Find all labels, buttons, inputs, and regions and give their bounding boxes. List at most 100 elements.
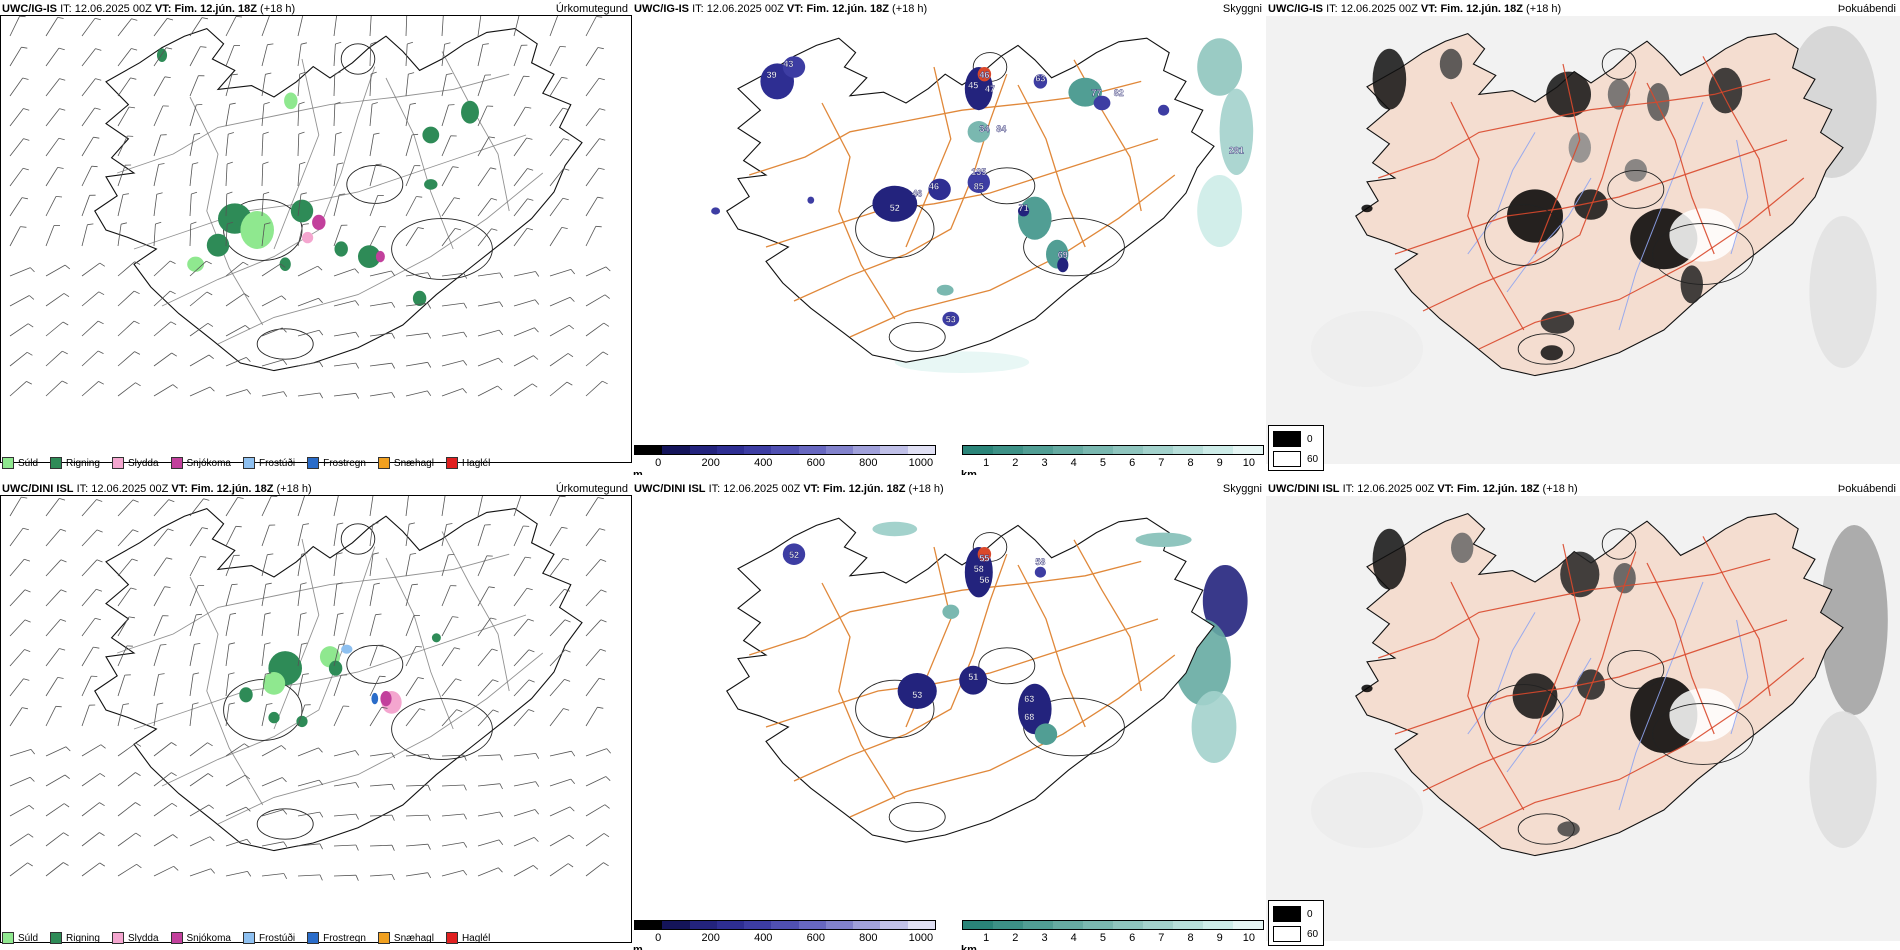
road-line	[793, 553, 1008, 782]
panel-title: Úrkomutegund	[555, 483, 628, 495]
colorbar-tick: 7	[1158, 932, 1165, 944]
colorbar-step	[1233, 446, 1263, 454]
vt-label: VT:	[1437, 483, 1454, 495]
road-line	[1467, 132, 1536, 255]
visibility-panel-row2: UWC/DINI ISL IT: 12.06.2025 00Z VT: Fim.…	[632, 480, 1266, 950]
colorbar-strip	[962, 920, 1264, 930]
colorbar-tick: 1	[983, 457, 990, 469]
model-name: UWC/DINI ISL	[1268, 483, 1340, 495]
it-label: IT:	[692, 3, 704, 15]
fog-area	[1546, 71, 1591, 118]
fog-area	[1451, 532, 1474, 563]
colorbar-tick: 9	[1216, 457, 1223, 469]
legend-swatch	[2, 457, 14, 469]
it-label: IT:	[1342, 483, 1355, 495]
road-line	[1730, 619, 1749, 735]
offshore-fog-area	[1202, 565, 1248, 637]
wind-barbs	[9, 16, 611, 399]
glacier-outline	[223, 679, 303, 741]
lead-time: (+18 h)	[276, 483, 312, 495]
low-visibility-area	[1068, 77, 1102, 107]
colorbar-step	[662, 446, 690, 454]
glacier-outline	[1517, 813, 1575, 845]
panel-title: Þokuábendi	[1837, 3, 1896, 15]
vt-label: VT:	[803, 483, 820, 495]
colorbar-step	[689, 446, 717, 454]
panel-header: UWC/IG-IS IT: 12.06.2025 00Z VT: Fim. 12…	[2, 2, 630, 16]
glacier-outline	[256, 808, 314, 840]
visibility-value-label: 51	[968, 672, 978, 682]
fog-area	[1557, 821, 1580, 837]
colorbar-step	[1023, 446, 1053, 454]
glacier-outline	[1652, 703, 1754, 765]
visibility-value-label: 39	[767, 70, 777, 80]
precip-legend: Súld Rigning Slydda Snjókoma Frostúði Frostre…	[2, 930, 502, 946]
road-line	[821, 102, 896, 320]
colorbar-tick: 1000	[908, 457, 934, 469]
wind-barbs	[9, 496, 612, 881]
colorbar-tick: 3	[1041, 457, 1048, 469]
legend-label: Haglél	[461, 932, 491, 944]
road-line	[1422, 551, 1637, 792]
vt-label: VT:	[1420, 3, 1438, 15]
visibility-value-label: 69	[1058, 250, 1068, 260]
precip-map[interactable]	[0, 16, 632, 456]
legend-swatch	[377, 932, 390, 944]
panel-title: Skyggni	[1222, 3, 1262, 15]
low-visibility-area	[711, 207, 721, 215]
legend-item: Slydda	[111, 457, 159, 469]
panel-header: UWC/DINI ISL IT: 12.06.2025 00Z VT: Fim.…	[2, 482, 630, 496]
fog-map[interactable]	[1266, 16, 1900, 464]
precip-area	[461, 100, 479, 124]
visibility-value-label: 77	[1091, 88, 1101, 98]
fog-area	[1372, 48, 1407, 110]
road-line	[1702, 56, 1771, 217]
colorbar-tick: 1000	[908, 932, 934, 944]
fog-map[interactable]	[1266, 496, 1900, 941]
sea-fog-area	[1311, 772, 1423, 848]
colorbar-step	[635, 921, 663, 929]
glacier-outline	[1484, 684, 1564, 746]
fog-area	[1560, 551, 1600, 598]
visibility-panel-row1: UWC/IG-IS IT: 12.06.2025 00Z VT: Fim. 12…	[632, 0, 1266, 475]
it-label: IT:	[76, 483, 89, 495]
sea-fog-area	[1311, 311, 1423, 387]
precip-area	[422, 126, 440, 144]
glacier-outline	[256, 328, 314, 360]
road-line	[189, 576, 264, 806]
offshore-fog-area	[1191, 691, 1237, 763]
colorbar-tick: 3	[1041, 932, 1048, 944]
it-label: IT:	[60, 3, 72, 15]
visibility-value-label: 68	[1024, 712, 1034, 722]
fog-area	[1540, 311, 1575, 334]
lead-time: (+18 h)	[260, 3, 296, 15]
road-line	[1646, 562, 1715, 735]
low-visibility-area	[897, 673, 937, 709]
colorbar-step	[880, 446, 908, 454]
road-line	[117, 73, 510, 174]
colorbar-step	[1083, 446, 1113, 454]
colorbar-tick: 2	[1012, 457, 1019, 469]
precip-area	[268, 711, 280, 724]
visibility-value-label: 281	[1229, 145, 1244, 155]
legend-label: Snjókoma	[186, 932, 231, 944]
fog-key-swatch-60	[1273, 451, 1301, 467]
precip-map[interactable]	[0, 496, 632, 926]
colorbar-strip	[634, 445, 936, 455]
colorbar-tick: 6	[1129, 457, 1136, 469]
low-visibility-area	[977, 67, 992, 82]
colorbar-tick: 5	[1099, 932, 1106, 944]
colorbar-step	[1023, 921, 1053, 929]
fog-area	[1574, 189, 1608, 220]
legend-label: Haglél	[461, 457, 491, 469]
precip-area	[290, 199, 314, 223]
visibility-value-label: 63	[1024, 694, 1034, 704]
road-line	[1422, 71, 1637, 312]
legend-item: Súld	[2, 932, 38, 944]
legend-item: Rigning	[50, 457, 100, 469]
legend-swatch	[50, 932, 63, 944]
legend-label: Slydda	[127, 932, 159, 944]
colorbar-tick: 8	[1187, 932, 1194, 944]
